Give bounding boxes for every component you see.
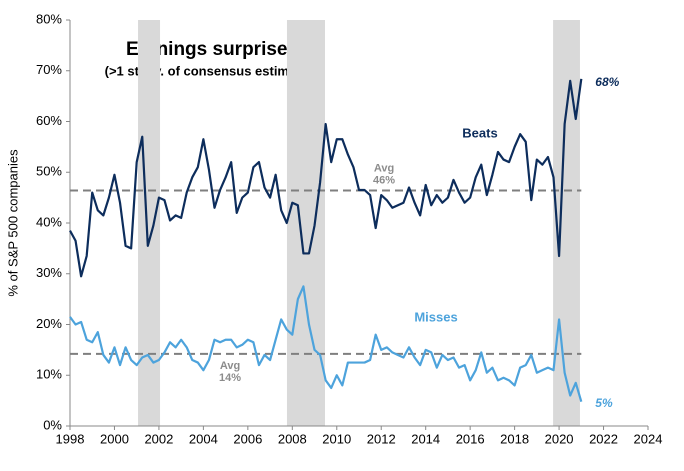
average-label: 46%: [373, 174, 395, 186]
end-label: 68%: [595, 75, 619, 89]
series-label: Misses: [414, 309, 457, 324]
y-tick-label: 20%: [36, 316, 62, 331]
series-line: [69, 285, 583, 402]
y-tick-label: 70%: [36, 62, 62, 77]
x-tick-label: 1998: [56, 431, 85, 446]
y-tick-label: 80%: [36, 11, 62, 26]
x-tick-label: 2020: [545, 431, 574, 446]
x-tick-label: 2008: [278, 431, 307, 446]
y-tick-label: 40%: [36, 214, 62, 229]
x-tick-label: 2000: [100, 431, 129, 446]
average-title: Avg: [374, 162, 394, 174]
y-axis-label: % of S&P 500 companies: [5, 149, 20, 297]
x-tick-label: 2012: [367, 431, 396, 446]
average-title: Avg: [220, 360, 240, 372]
y-tick-label: 50%: [36, 164, 62, 179]
recession-band: [138, 20, 161, 426]
y-tick-label: 30%: [36, 265, 62, 280]
x-tick-label: 2006: [233, 431, 262, 446]
series-line: [69, 78, 583, 278]
x-tick-label: 2016: [456, 431, 485, 446]
recession-band: [286, 20, 325, 426]
x-tick-label: 2014: [411, 431, 440, 446]
x-tick-label: 2018: [500, 431, 529, 446]
y-tick-label: 10%: [36, 367, 62, 382]
average-label: 14%: [219, 372, 241, 384]
x-tick-label: 2002: [144, 431, 173, 446]
series-label: Beats: [462, 125, 497, 140]
end-label: 5%: [595, 396, 613, 410]
y-tick-label: 0%: [43, 417, 62, 432]
x-tick-label: 2022: [589, 431, 618, 446]
x-tick-label: 2024: [634, 431, 663, 446]
x-tick-label: 2004: [189, 431, 218, 446]
x-tick-label: 2010: [322, 431, 351, 446]
chart-title: Earnings surprises: [126, 39, 298, 60]
y-tick-label: 60%: [36, 113, 62, 128]
